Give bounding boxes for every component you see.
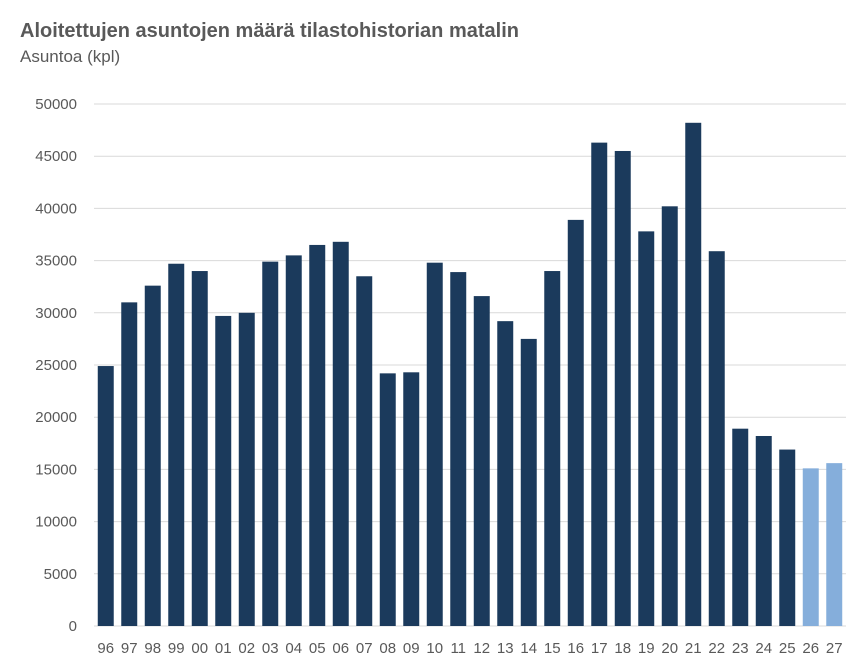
x-tick-label: 12: [473, 640, 490, 657]
x-tick-label: 99: [168, 640, 185, 657]
x-tick-label: 05: [309, 640, 326, 657]
bar: [732, 428, 749, 626]
x-tick-label: 10: [426, 640, 443, 657]
bar: [567, 219, 584, 626]
bar: [685, 122, 702, 627]
y-tick-label: 40000: [35, 200, 77, 217]
x-tick-label: 02: [238, 640, 255, 657]
x-tick-label: 14: [520, 640, 537, 657]
bar: [309, 244, 326, 626]
bar-forecast: [802, 468, 819, 626]
bar: [520, 338, 537, 626]
x-tick-label: 26: [802, 640, 819, 657]
x-tick-label: 97: [121, 640, 138, 657]
bar: [591, 142, 608, 627]
bar: [144, 285, 161, 626]
x-tick-label: 98: [144, 640, 161, 657]
bar: [403, 372, 420, 626]
y-tick-label: 0: [69, 618, 77, 635]
y-axis-ticks: 0 5000 10000 15000 20000 25000 30000 35000 40000…: [35, 96, 77, 635]
y-tick-label: 50000: [35, 96, 77, 113]
x-tick-label: 07: [356, 640, 373, 657]
y-tick-label: 10000: [35, 514, 77, 531]
bar: [332, 241, 349, 627]
x-tick-label: 18: [614, 640, 631, 657]
bar: [544, 271, 561, 626]
y-tick-label: 25000: [35, 357, 77, 374]
x-tick-label: 04: [285, 640, 302, 657]
bar: [473, 296, 490, 626]
chart-subtitle: Asuntoa (kpl): [20, 47, 121, 66]
x-tick-label: 21: [685, 640, 702, 657]
x-tick-label: 23: [732, 640, 749, 657]
bar: [755, 435, 772, 626]
bar: [215, 315, 232, 626]
y-tick-label: 15000: [35, 461, 77, 478]
bar: [168, 263, 185, 626]
bar: [379, 373, 396, 626]
x-tick-label: 13: [497, 640, 514, 657]
chart-title: Aloitettujen asuntojen määrä tilastohist…: [20, 20, 519, 42]
x-tick-label: 16: [567, 640, 584, 657]
x-tick-label: 00: [191, 640, 208, 657]
bar: [191, 271, 208, 626]
bar: [238, 312, 255, 626]
x-axis-ticks: 96 97 98 99 00 01 02 03 04 05 06 07 08 09 10 11 12 13 14 15…: [97, 640, 842, 657]
bar: [614, 150, 631, 627]
bar-forecast: [826, 463, 843, 626]
x-tick-label: 03: [262, 640, 279, 657]
x-tick-label: 08: [379, 640, 396, 657]
bars: [97, 122, 843, 627]
x-tick-label: 15: [544, 640, 561, 657]
x-tick-label: 24: [755, 640, 772, 657]
bar: [97, 366, 114, 626]
bar: [450, 272, 467, 626]
bar: [356, 276, 373, 626]
bar: [497, 321, 514, 626]
bar: [121, 302, 138, 626]
bar: [262, 261, 279, 626]
x-tick-label: 19: [638, 640, 655, 657]
y-tick-label: 45000: [35, 148, 77, 165]
x-tick-label: 25: [779, 640, 796, 657]
bar: [661, 206, 678, 626]
bar: [708, 251, 725, 627]
x-tick-label: 06: [332, 640, 349, 657]
x-tick-label: 96: [97, 640, 114, 657]
y-tick-label: 5000: [44, 566, 77, 583]
x-tick-label: 11: [450, 640, 466, 657]
bar: [779, 449, 796, 626]
x-tick-label: 09: [403, 640, 420, 657]
x-tick-label: 17: [591, 640, 608, 657]
x-tick-label: 20: [661, 640, 678, 657]
y-tick-label: 35000: [35, 253, 77, 270]
y-tick-label: 30000: [35, 305, 77, 322]
bar: [285, 255, 302, 626]
x-tick-label: 22: [708, 640, 725, 657]
x-tick-label: 27: [826, 640, 843, 657]
bar: [638, 231, 655, 627]
bar: [426, 262, 443, 626]
y-tick-label: 20000: [35, 409, 77, 426]
x-tick-label: 01: [215, 640, 232, 657]
